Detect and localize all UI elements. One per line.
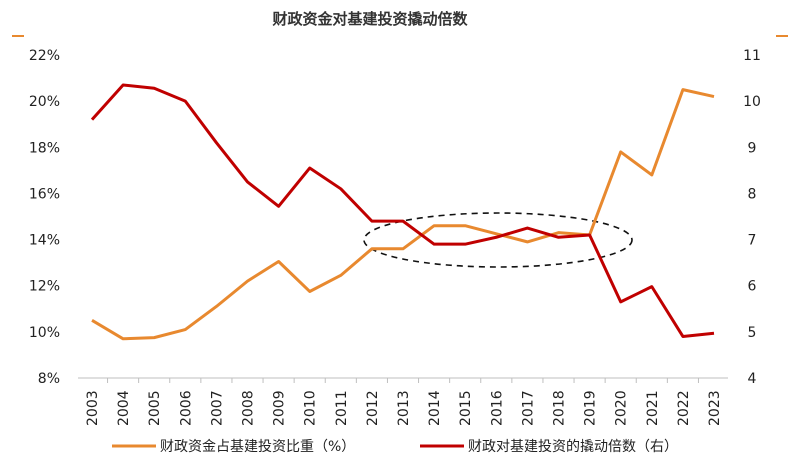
x-tick-label: 2020	[614, 390, 630, 426]
x-tick-label: 2005	[147, 390, 163, 426]
legend-label-leverage-multiple: 财政对基建投资的撬动倍数（右）	[468, 438, 678, 455]
x-tick-label: 2006	[178, 390, 194, 426]
right-tick-label: 4	[748, 371, 757, 387]
left-tick-label: 18%	[29, 140, 60, 156]
left-tick-label: 22%	[29, 48, 60, 64]
x-tick-label: 2018	[552, 390, 568, 426]
left-tick-label: 14%	[29, 233, 60, 249]
x-tick-label: 2017	[520, 390, 536, 426]
x-tick-label: 2013	[396, 390, 412, 426]
left-tick-label: 20%	[29, 94, 60, 110]
right-tick-label: 8	[748, 186, 757, 202]
x-tick-label: 2004	[116, 390, 132, 426]
x-tick-label: 2012	[365, 390, 381, 426]
chart-title: 财政资金对基建投资撬动倍数	[272, 10, 468, 28]
right-tick-label: 11	[743, 48, 761, 64]
x-tick-label: 2008	[241, 390, 257, 426]
series-line-fiscal-share	[91, 88, 715, 341]
x-tick-label: 2003	[85, 390, 101, 426]
x-tick-label: 2016	[489, 390, 505, 426]
x-tick-label: 2021	[645, 390, 661, 426]
x-axis-ticks	[107, 378, 699, 383]
right-tick-label: 10	[743, 94, 761, 110]
legend-label-fiscal-share: 财政资金占基建投资比重（%）	[160, 438, 355, 455]
right-tick-label: 9	[748, 140, 757, 156]
x-tick-label: 2009	[272, 390, 288, 426]
x-tick-label: 2014	[427, 390, 443, 426]
x-tick-label: 2007	[209, 390, 225, 426]
x-tick-label: 2019	[583, 390, 599, 426]
series-line-leverage-multiple	[90, 83, 715, 338]
x-tick-label: 2011	[334, 390, 350, 426]
right-axis-tick-labels: 4 5 6 7 8 9 10 11	[743, 48, 761, 387]
left-axis-tick-labels: 8% 10% 12% 14% 16% 18% 20% 22%	[29, 48, 60, 387]
x-tick-label: 2023	[707, 390, 723, 426]
left-tick-label: 16%	[29, 186, 60, 202]
right-tick-label: 5	[748, 325, 757, 341]
x-tick-label: 2022	[676, 390, 692, 426]
x-tick-label: 2010	[303, 390, 319, 426]
x-axis-tick-labels: 2003 2004 2005 2006 2007 2008 2009 2010 2011 2012…	[85, 390, 723, 426]
right-tick-label: 6	[748, 279, 757, 295]
left-tick-label: 12%	[29, 279, 60, 295]
right-tick-label: 7	[748, 233, 757, 249]
left-tick-label: 8%	[38, 371, 60, 387]
legend: 财政资金占基建投资比重（%） 财政对基建投资的撬动倍数（右）	[112, 438, 678, 455]
highlight-ellipse	[363, 212, 633, 268]
x-tick-label: 2015	[458, 390, 474, 426]
left-tick-label: 10%	[29, 325, 60, 341]
